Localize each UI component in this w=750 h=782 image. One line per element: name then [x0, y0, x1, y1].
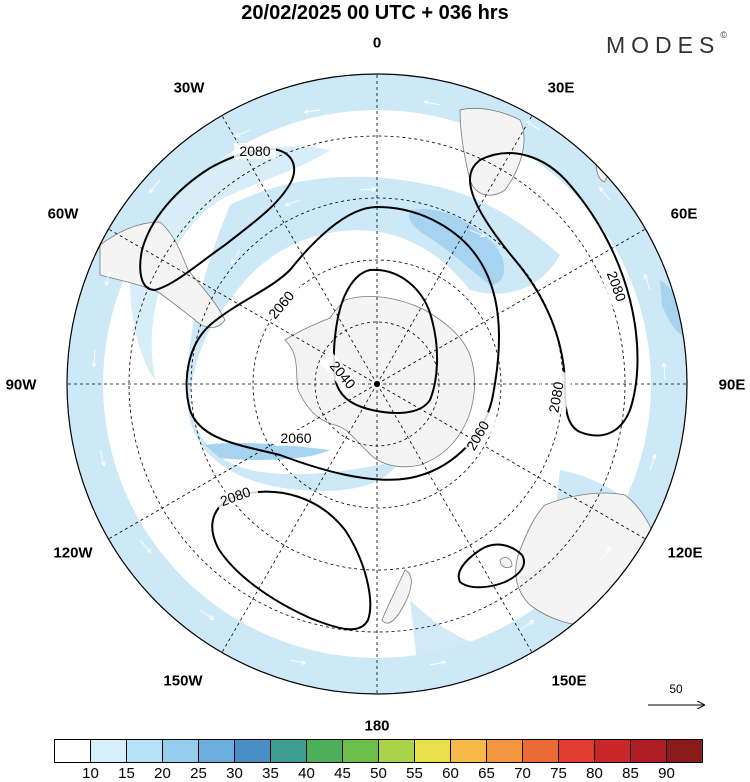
colorbar-box	[594, 739, 631, 763]
height-contours	[139, 148, 639, 631]
colorbar-tick-label: 55	[406, 765, 423, 782]
contour-2040	[332, 268, 439, 414]
contour-2080-tasman	[457, 543, 525, 589]
longitude-label-60e: 60E	[670, 205, 698, 223]
colorbar-tick-label: 60	[442, 765, 459, 782]
contour-2060	[185, 205, 500, 481]
polar-map: 2040 2060 2060 2060 2080 2080 2080 2080	[66, 73, 750, 735]
longitude-label-150w: 150W	[163, 672, 203, 690]
colorbar-box	[378, 739, 415, 763]
colorbar-tick-label: 70	[514, 765, 531, 782]
colorbar-box	[270, 739, 307, 763]
contour-label: 2080	[545, 380, 566, 414]
south-america	[99, 221, 226, 328]
colorbar-box	[342, 739, 379, 763]
longitude-label-120e: 120E	[667, 544, 703, 562]
brand-name: MODES	[606, 32, 721, 58]
longitude-label-60w: 60W	[47, 205, 79, 223]
pole-marker	[374, 381, 380, 387]
longitude-label-150e: 150E	[551, 672, 587, 690]
longitude-label-180: 180	[364, 717, 390, 735]
colorbar-box	[162, 739, 199, 763]
contour-2080-pacific	[211, 490, 372, 631]
colorbar-box	[414, 739, 451, 763]
contour-2080-indian	[468, 152, 639, 437]
longitude-label-120w: 120W	[53, 544, 93, 562]
colorbar-box	[198, 739, 235, 763]
colorbar-tick-label: 75	[550, 765, 567, 782]
brand-logo: MODES©	[606, 30, 727, 59]
colorbar-tick-label: 85	[622, 765, 639, 782]
map-title: 20/02/2025 00 UTC + 036 hrs	[241, 2, 509, 24]
reference-vector-label: 50	[669, 682, 683, 696]
colorbar	[54, 739, 703, 763]
contour-label: 2060	[280, 430, 311, 446]
colorbar-box	[486, 739, 523, 763]
colorbar-box	[54, 739, 91, 763]
longitude-label-30w: 30W	[173, 79, 205, 97]
colorbar-box	[666, 739, 703, 763]
colorbar-tick-label: 65	[478, 765, 495, 782]
colorbar-tick-label: 40	[298, 765, 315, 782]
colorbar-box	[234, 739, 271, 763]
tasmania	[499, 557, 513, 568]
colorbar-box	[450, 739, 487, 763]
colorbar-box	[90, 739, 127, 763]
colorbar-tick-label: 20	[154, 765, 171, 782]
colorbar-box	[522, 739, 559, 763]
wind-vectors	[94, 102, 665, 666]
longitude-label-90e: 90E	[718, 376, 746, 394]
colorbar-box	[558, 739, 595, 763]
new-zealand	[381, 569, 412, 624]
colorbar-tick-label: 10	[82, 765, 99, 782]
longitude-label-30e: 30E	[547, 79, 575, 97]
colorbar-box	[126, 739, 163, 763]
brand-mark: ©	[720, 30, 727, 40]
colorbar-tick-label: 80	[586, 765, 603, 782]
colorbar-tick-label: 35	[262, 765, 279, 782]
colorbar-tick-label: 25	[190, 765, 207, 782]
longitude-label-90w: 90W	[5, 376, 37, 394]
colorbar-tick-label: 45	[334, 765, 351, 782]
antarctica	[284, 295, 475, 468]
longitude-label-0: 0	[372, 34, 382, 52]
contour-2080-atlantic	[139, 148, 296, 292]
africa	[459, 107, 525, 196]
colorbar-tick-label: 90	[658, 765, 675, 782]
colorbar-box	[630, 739, 667, 763]
map-boundary	[66, 73, 688, 695]
colorbar-tick-label: 30	[226, 765, 243, 782]
colorbar-tick-label: 50	[370, 765, 387, 782]
colorbar-tick-label: 15	[118, 765, 135, 782]
contour-label: 2080	[239, 143, 270, 159]
colorbar-box	[306, 739, 343, 763]
